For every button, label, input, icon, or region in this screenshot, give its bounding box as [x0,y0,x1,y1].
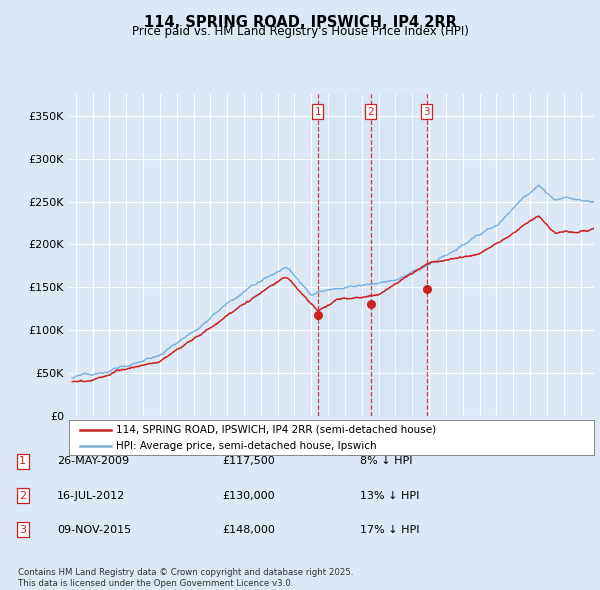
Bar [318,94,427,416]
Text: 114, SPRING ROAD, IPSWICH, IP4 2RR (semi-detached house): 114, SPRING ROAD, IPSWICH, IP4 2RR (semi… [116,425,436,435]
Text: £117,500: £117,500 [222,457,275,466]
Text: 114, SPRING ROAD, IPSWICH, IP4 2RR: 114, SPRING ROAD, IPSWICH, IP4 2RR [143,15,457,30]
Text: Price paid vs. HM Land Registry's House Price Index (HPI): Price paid vs. HM Land Registry's House … [131,25,469,38]
Text: 3: 3 [19,525,26,535]
Text: 09-NOV-2015: 09-NOV-2015 [57,525,131,535]
Text: HPI: Average price, semi-detached house, Ipswich: HPI: Average price, semi-detached house,… [116,441,377,451]
Text: Contains HM Land Registry data © Crown copyright and database right 2025.
This d: Contains HM Land Registry data © Crown c… [18,568,353,588]
Text: 3: 3 [424,107,430,117]
Text: 2: 2 [368,107,374,117]
Text: £130,000: £130,000 [222,491,275,500]
Text: 2: 2 [19,491,26,500]
Text: 1: 1 [314,107,321,117]
Text: 26-MAY-2009: 26-MAY-2009 [57,457,129,466]
Text: 16-JUL-2012: 16-JUL-2012 [57,491,125,500]
Text: 1: 1 [19,457,26,466]
Text: 8% ↓ HPI: 8% ↓ HPI [360,457,413,466]
Text: 13% ↓ HPI: 13% ↓ HPI [360,491,419,500]
Text: 17% ↓ HPI: 17% ↓ HPI [360,525,419,535]
Text: £148,000: £148,000 [222,525,275,535]
